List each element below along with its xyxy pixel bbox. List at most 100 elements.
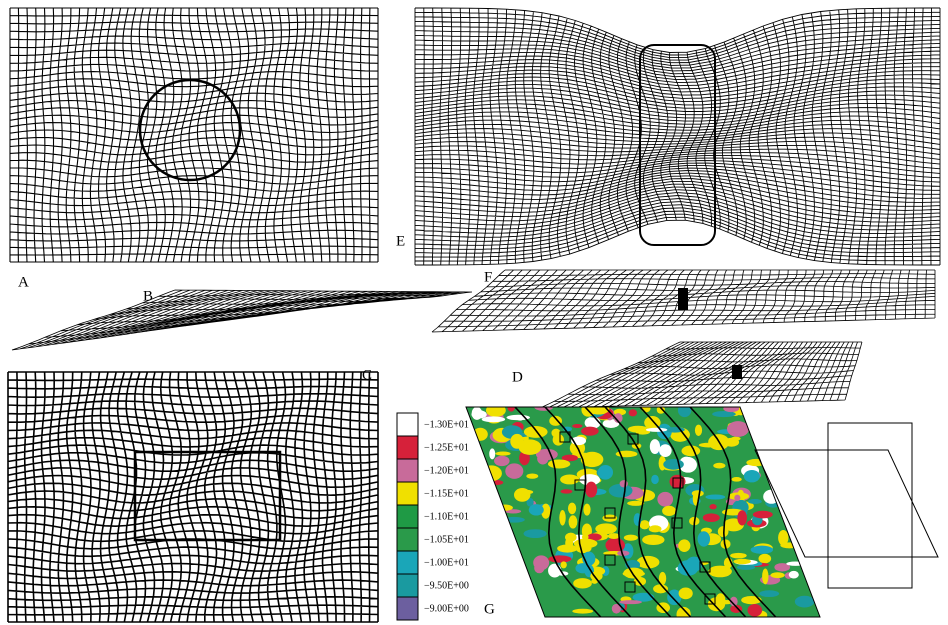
map-patch <box>526 473 538 478</box>
map-g <box>466 400 820 622</box>
map-patch <box>524 529 547 538</box>
map-patch <box>698 531 710 546</box>
map-patch <box>504 517 525 523</box>
map-patch <box>548 564 561 578</box>
map-patch <box>651 475 659 484</box>
map-patch <box>762 568 768 584</box>
map-patch <box>646 428 667 432</box>
map-patch <box>494 456 510 466</box>
map-patch <box>778 530 788 545</box>
map-patch <box>679 588 693 600</box>
meshes <box>8 8 940 622</box>
map-patch <box>572 609 593 614</box>
map-patch <box>495 452 510 456</box>
legend-swatch <box>397 505 418 528</box>
map-patch <box>574 539 598 549</box>
map-patch <box>759 590 779 597</box>
legend-swatch <box>397 551 418 574</box>
legend-swatch <box>397 574 418 597</box>
map-patch <box>624 535 638 541</box>
map-patch <box>681 445 700 456</box>
map-patch <box>560 475 579 485</box>
mesh <box>10 8 378 262</box>
inclusion <box>678 288 688 310</box>
map-patch <box>731 477 741 482</box>
inclusion <box>732 365 742 379</box>
map-patch <box>641 405 650 413</box>
legend-swatch <box>397 482 418 505</box>
map-patch <box>510 434 524 449</box>
map-patch <box>734 495 740 501</box>
map-patch <box>737 510 747 525</box>
map-patch <box>708 566 732 578</box>
map-patch <box>569 515 578 528</box>
map-patch <box>559 510 565 526</box>
legend-swatch <box>397 413 418 436</box>
map-patch <box>695 425 702 436</box>
map-patch <box>723 405 739 412</box>
map-patch <box>731 437 741 441</box>
mesh <box>415 8 940 265</box>
map-patch <box>795 596 814 608</box>
panel-label: B <box>143 288 153 304</box>
map-patch <box>585 482 597 498</box>
map-patch <box>748 499 762 504</box>
map-patch <box>650 439 660 454</box>
map-patch <box>548 555 571 562</box>
map-patch <box>583 504 590 516</box>
map-patch <box>560 489 572 493</box>
map-patch <box>692 490 704 496</box>
map-patch <box>678 539 690 552</box>
legend-label: −1.20E+01 <box>424 465 469 476</box>
map-patch <box>662 506 676 516</box>
map-patch <box>534 563 544 574</box>
map-patch <box>642 535 664 545</box>
map-patch <box>548 459 570 468</box>
map-patch <box>514 488 530 502</box>
map-patch <box>482 416 505 422</box>
map-patch <box>730 553 747 559</box>
legend-label: −9.50E+00 <box>424 580 469 591</box>
map-patch <box>575 563 590 573</box>
figure: A B C D E F G −1.30E+01−1.25E+01−1.20E+0… <box>0 0 948 625</box>
mesh <box>12 290 472 350</box>
panel-label: C <box>362 367 372 383</box>
legend-label: −1.25E+01 <box>424 442 469 453</box>
map-patch <box>741 596 761 604</box>
map-patch <box>581 427 599 436</box>
panel-label: A <box>18 274 29 290</box>
map-patch <box>537 453 548 465</box>
map-patch <box>663 459 684 470</box>
map-patch <box>789 571 799 579</box>
mesh <box>8 372 378 622</box>
map-patch <box>744 470 760 482</box>
map-patch <box>573 578 592 588</box>
map-patch <box>489 448 495 459</box>
map-patch <box>753 511 773 519</box>
map-patch <box>629 409 637 416</box>
map-patch <box>657 492 673 507</box>
legend-label: −9.00E+00 <box>424 603 469 614</box>
map-patch <box>737 565 755 570</box>
map-patch <box>572 424 582 428</box>
map-patch <box>733 559 751 564</box>
map-patch <box>486 404 506 417</box>
map-patch <box>705 495 725 500</box>
legend: −1.30E+01−1.25E+01−1.20E+01−1.15E+01−1.1… <box>397 413 469 620</box>
legend-label: −1.00E+01 <box>424 557 469 568</box>
map-patch <box>489 480 503 485</box>
legend-swatch <box>397 528 418 551</box>
map-patch <box>758 554 771 564</box>
panel-label: F <box>484 269 492 285</box>
legend-label: −1.05E+01 <box>424 534 469 545</box>
map-patch <box>746 459 766 466</box>
map-patch <box>713 463 725 469</box>
legend-swatch <box>397 597 418 620</box>
map-patch <box>568 503 576 515</box>
legend-label: −1.10E+01 <box>424 511 469 522</box>
panel-label: D <box>512 369 523 385</box>
map-patch <box>565 537 573 549</box>
map-patch <box>649 525 662 532</box>
map-patch <box>628 426 649 433</box>
map-patch <box>553 434 564 446</box>
